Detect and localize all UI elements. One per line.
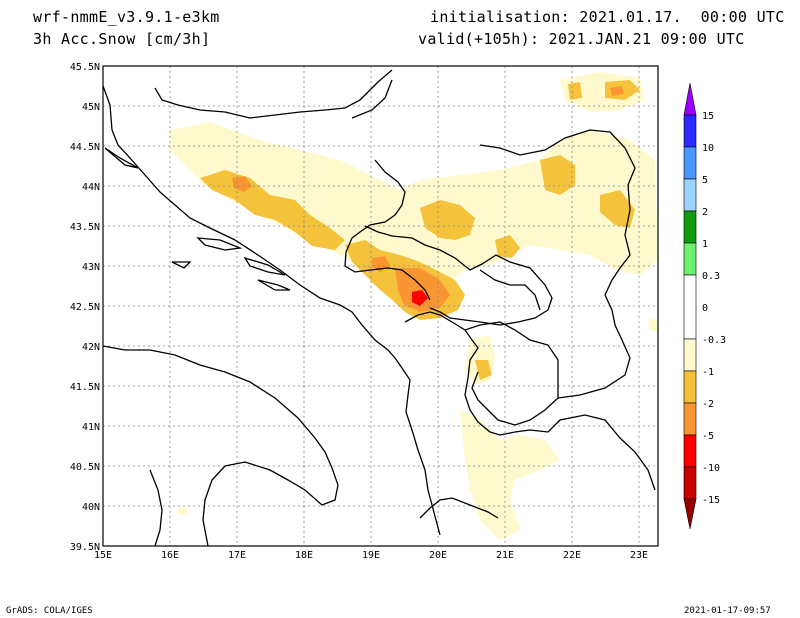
x-tick: 21E bbox=[496, 550, 514, 561]
italy-coast-south bbox=[149, 469, 163, 546]
croatia-bosnia-border bbox=[154, 69, 393, 119]
colorbar-swatch bbox=[683, 114, 697, 148]
colorbar-swatch bbox=[683, 466, 697, 500]
colorbar-label: -5 bbox=[702, 431, 714, 442]
colorbar-swatch bbox=[683, 274, 697, 340]
y-tick: 41N bbox=[82, 422, 100, 433]
colorbar-top-arrow bbox=[683, 82, 697, 116]
footer-credit: GrADS: COLA/IGES bbox=[6, 606, 93, 616]
y-tick: 45N bbox=[82, 102, 100, 113]
colorbar-label: 1 bbox=[702, 239, 708, 250]
x-tick: 16E bbox=[161, 550, 179, 561]
colorbar-label: -2 bbox=[702, 399, 714, 410]
y-tick: 42.5N bbox=[70, 302, 100, 313]
island-4 bbox=[171, 261, 192, 269]
y-tick: 44.5N bbox=[70, 142, 100, 153]
colorbar-label: -10 bbox=[702, 463, 720, 474]
y-tick: 44N bbox=[82, 182, 100, 193]
colorbar-swatch bbox=[683, 242, 697, 276]
grid bbox=[103, 66, 658, 546]
colorbar-label: 15 bbox=[702, 111, 714, 122]
valid-time: valid(+105h): 2021.JAN.21 09:00 UTC bbox=[418, 30, 745, 48]
y-tick: 43N bbox=[82, 262, 100, 273]
field-title: 3h Acc.Snow [cm/3h] bbox=[33, 30, 211, 48]
y-tick: 45.5N bbox=[70, 62, 100, 73]
colorbar-swatch bbox=[683, 338, 697, 372]
colorbar-label: 0.3 bbox=[702, 271, 720, 282]
x-tick: 19E bbox=[362, 550, 380, 561]
albania-border bbox=[404, 311, 656, 491]
adriatic-coast-east bbox=[103, 85, 441, 536]
serbia-border bbox=[351, 159, 406, 239]
y-tick: 41.5N bbox=[70, 382, 100, 393]
x-tick: 18E bbox=[295, 550, 313, 561]
y-tick: 40N bbox=[82, 502, 100, 513]
coastlines-borders bbox=[103, 69, 656, 546]
island-5 bbox=[104, 147, 139, 169]
snow-intense bbox=[412, 290, 428, 306]
colorbar-swatch bbox=[683, 146, 697, 180]
colorbar-label: 2 bbox=[702, 207, 708, 218]
colorbar-label: -0.3 bbox=[702, 335, 726, 346]
colorbar-swatch bbox=[683, 370, 697, 404]
x-tick: 23E bbox=[630, 550, 648, 561]
x-tick: 17E bbox=[228, 550, 246, 561]
colorbar-bottom-arrow bbox=[683, 498, 697, 530]
montenegro-border bbox=[344, 237, 431, 301]
snow-field bbox=[170, 72, 658, 540]
colorbar-label: 10 bbox=[702, 143, 714, 154]
italy-coast bbox=[103, 345, 339, 546]
footer-timestamp: 2021-01-17-09:57 bbox=[684, 606, 771, 616]
colorbar-label: 5 bbox=[702, 175, 708, 186]
y-tick: 42N bbox=[82, 342, 100, 353]
colorbar-labels: 15 10 5 2 1 0.3 0 -0.3 -1 -2 -5 -10 -15 bbox=[702, 111, 726, 506]
colorbar bbox=[683, 82, 697, 530]
bosnia-inner-border bbox=[351, 79, 393, 119]
y-axis-labels: 45.5N 45N 44.5N 44N 43.5N 43N 42.5N 42N … bbox=[70, 62, 100, 553]
colorbar-swatch bbox=[683, 210, 697, 244]
colorbar-label: 0 bbox=[702, 303, 708, 314]
colorbar-swatch bbox=[683, 178, 697, 212]
kosovo-serbia-inner bbox=[479, 269, 541, 311]
model-title: wrf-nmmE_v3.9.1-e3km bbox=[33, 8, 220, 26]
kosovo-border bbox=[364, 225, 553, 326]
y-tick: 39.5N bbox=[70, 542, 100, 553]
x-tick: 22E bbox=[563, 550, 581, 561]
y-tick: 43.5N bbox=[70, 222, 100, 233]
island-2 bbox=[243, 256, 286, 276]
colorbar-swatch bbox=[683, 434, 697, 468]
north-macedonia-border bbox=[464, 321, 559, 426]
island-3 bbox=[257, 279, 291, 291]
serbia-bulgaria-border bbox=[479, 129, 636, 399]
colorbar-label: -1 bbox=[702, 367, 714, 378]
map-frame bbox=[102, 65, 659, 547]
init-time: initialisation: 2021.01.17. 00:00 UTC bbox=[430, 8, 785, 26]
y-tick: 40.5N bbox=[70, 462, 100, 473]
x-axis-labels: 15E 16E 17E 18E 19E 20E 21E 22E 23E bbox=[94, 550, 648, 561]
colorbar-label: -15 bbox=[702, 495, 720, 506]
x-tick: 15E bbox=[94, 550, 112, 561]
island-1 bbox=[196, 237, 243, 251]
greece-albania-border bbox=[419, 497, 499, 519]
x-tick: 20E bbox=[429, 550, 447, 561]
colorbar-swatch bbox=[683, 402, 697, 436]
